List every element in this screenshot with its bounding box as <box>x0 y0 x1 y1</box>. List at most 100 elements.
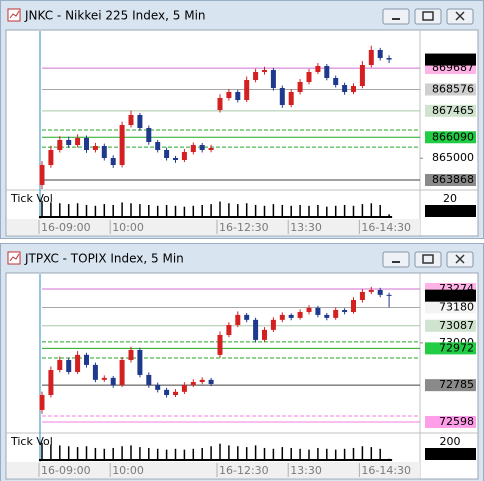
level-box <box>425 319 476 332</box>
candle-body <box>351 86 356 92</box>
candle-body <box>119 125 125 165</box>
volume-label: Tick Vol <box>10 435 53 448</box>
last-volume-box <box>425 205 476 217</box>
minimize-button[interactable] <box>382 251 410 268</box>
candle-body <box>333 78 339 85</box>
candle-body <box>297 82 303 92</box>
window-title: JNKC - Nikkei 225 Index, 5 Min <box>24 9 206 23</box>
candle-body <box>359 65 365 86</box>
level-label: 867465 <box>432 104 474 117</box>
candle-body <box>164 150 170 158</box>
candle-body <box>262 70 267 72</box>
x-tick-label: 16-14:30 <box>361 464 411 477</box>
candle-body <box>190 382 196 385</box>
candle-body <box>333 310 339 318</box>
level-box <box>425 174 476 186</box>
level-box <box>425 379 476 392</box>
candle-body <box>244 80 250 100</box>
level-label: 866090 <box>432 130 474 143</box>
candle-body <box>84 354 89 365</box>
candle-body <box>92 146 98 150</box>
candle-body <box>146 374 152 385</box>
candle-body <box>226 92 232 98</box>
candle-body <box>128 349 134 360</box>
candle-body <box>324 66 330 78</box>
maximize-glyph <box>422 254 434 264</box>
candle-body <box>226 324 232 335</box>
maximize-glyph <box>422 11 434 21</box>
candle-body <box>368 289 374 292</box>
candle-body <box>39 165 45 185</box>
candle-body <box>137 115 143 128</box>
window-client <box>5 272 479 480</box>
candle-body <box>84 138 89 150</box>
maximize-button[interactable] <box>414 251 442 268</box>
candle-body <box>217 335 223 355</box>
candle-body <box>173 158 178 160</box>
x-tick-label: 16-14:30 <box>361 221 411 234</box>
level-label: 73180 <box>439 300 474 313</box>
close-glyph <box>455 11 465 21</box>
level-label: 72785 <box>439 378 474 391</box>
window-title: JTPXC - TOPIX Index, 5 Min <box>24 252 184 266</box>
candle-body <box>288 314 294 318</box>
maximize-button[interactable] <box>414 8 442 25</box>
candle-body <box>279 88 285 105</box>
minimize-button[interactable] <box>382 8 410 25</box>
candle-body <box>190 145 196 152</box>
candle-body <box>208 379 214 384</box>
volume-tick-label: 200 <box>440 435 461 448</box>
candle-body <box>306 307 312 312</box>
volume-baseline <box>39 459 393 461</box>
candle-body <box>279 314 285 320</box>
candle-body <box>48 150 54 165</box>
level-label: 863868 <box>432 173 474 186</box>
level-label: 72972 <box>439 341 474 354</box>
candle-body <box>101 377 107 380</box>
candle-body <box>235 314 241 325</box>
candle-body <box>155 142 161 150</box>
y-tick-label: 865000 <box>432 151 474 164</box>
x-tick-label: 13:30 <box>290 221 322 234</box>
last-volume-label: 3 <box>449 447 456 460</box>
candle-body <box>75 354 81 372</box>
x-tick-label: 10:00 <box>112 464 144 477</box>
last-price-label: 73240 <box>439 289 474 302</box>
candle-body <box>386 294 392 296</box>
candle-body <box>288 92 294 105</box>
level-box <box>425 131 476 144</box>
candle-body <box>181 152 187 160</box>
candle-body <box>57 359 63 371</box>
level-box <box>425 415 476 428</box>
level-box <box>425 342 476 355</box>
candle-body <box>146 128 152 142</box>
candle-body <box>181 384 187 392</box>
candle-body <box>235 92 241 100</box>
candle-body <box>75 138 81 145</box>
candle-body <box>208 148 214 150</box>
candle-body <box>359 291 365 300</box>
x-tick-label: 13:30 <box>290 464 322 477</box>
candle-body <box>119 359 125 385</box>
candle-body <box>315 307 321 315</box>
candle-body <box>92 364 98 380</box>
level-label: 72598 <box>439 415 474 428</box>
close-glyph <box>455 254 465 264</box>
candle-body <box>137 349 143 375</box>
volume-baseline <box>39 216 393 218</box>
candle-body <box>66 140 72 145</box>
level-label: 73087 <box>439 319 474 332</box>
candle-body <box>253 319 259 340</box>
candle-body <box>128 115 134 125</box>
x-tick-label: 16-09:00 <box>41 221 91 234</box>
candle-body <box>270 70 276 88</box>
last-price-box <box>425 53 476 66</box>
level-box <box>425 83 476 96</box>
candle-body <box>306 72 312 82</box>
app-icon-glyph <box>9 10 20 19</box>
candle-body <box>262 329 267 340</box>
candle-body <box>57 140 63 150</box>
candle-body <box>253 72 259 80</box>
candle-body <box>244 314 250 320</box>
